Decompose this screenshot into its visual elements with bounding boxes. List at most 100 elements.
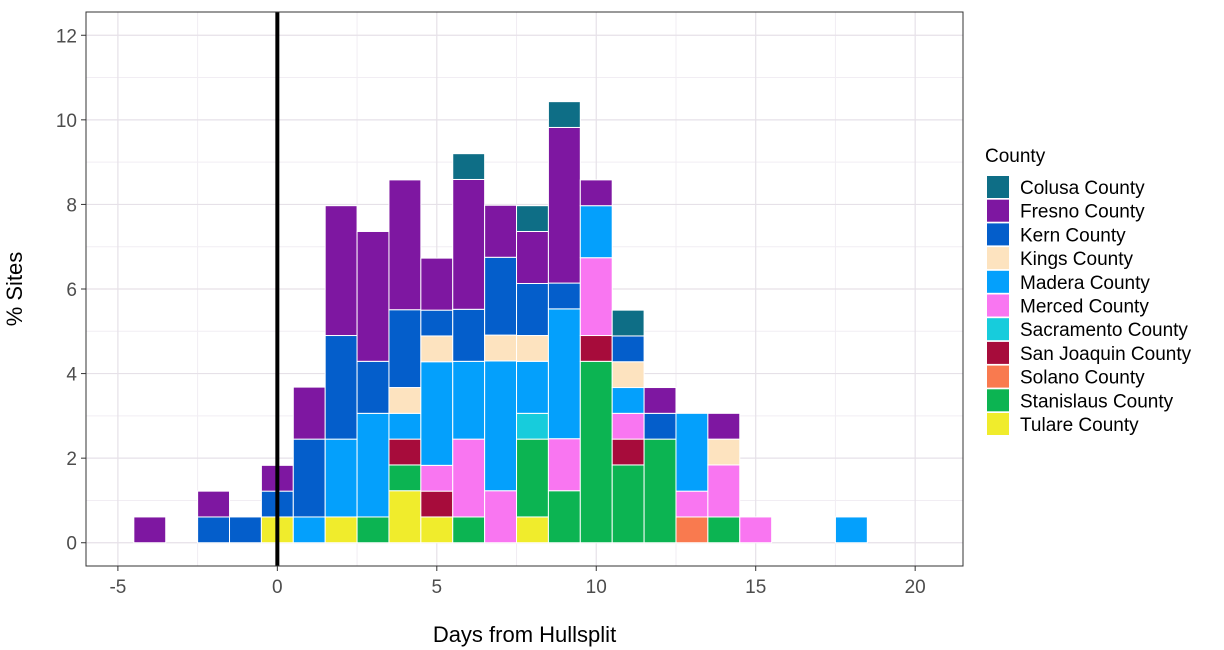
bar-segment — [611, 412, 645, 440]
y-tick-label: 4 — [66, 365, 77, 386]
bar-segment — [547, 126, 581, 284]
y-tick-label: 2 — [66, 449, 77, 470]
bar-segment — [579, 257, 613, 337]
bar-segment — [452, 153, 486, 180]
bar-segment — [356, 412, 390, 518]
bar-segment — [292, 386, 326, 440]
bar-segment — [516, 360, 549, 414]
bar-segment — [516, 412, 549, 440]
bar-segment — [484, 256, 518, 336]
bar-segment — [579, 205, 613, 259]
bar-segment — [547, 490, 581, 544]
bar-segment — [484, 334, 518, 362]
bar-segment — [547, 282, 581, 310]
bar-segment — [324, 438, 358, 518]
bar-segment — [707, 464, 741, 518]
legend-label: Tulare County — [1020, 415, 1139, 436]
bar-segment — [388, 179, 422, 311]
bar-segment — [707, 516, 741, 544]
legend-label: Merced County — [1020, 297, 1149, 318]
x-axis-ticks: -5 0 5 10 15 20 — [109, 566, 926, 598]
bar-segment — [516, 516, 549, 544]
x-tick-label: 5 — [432, 577, 443, 598]
bar-segment — [579, 179, 613, 207]
y-tick-label: 10 — [56, 111, 77, 132]
x-tick-label: 0 — [272, 577, 283, 598]
bar-segment — [611, 309, 645, 337]
legend-label: Sacramento County — [1020, 320, 1188, 341]
bar-segment — [643, 387, 677, 414]
bar-segment — [388, 309, 422, 389]
bar-segment — [516, 438, 549, 518]
x-tick-label: 10 — [586, 577, 607, 598]
bar-segment — [420, 516, 454, 544]
bar-segment — [643, 438, 677, 544]
legend-label: San Joaquin County — [1020, 344, 1192, 365]
bar-segment — [611, 464, 645, 544]
bar-segment — [388, 438, 422, 466]
y-tick-label: 8 — [66, 195, 77, 216]
bar-segment — [707, 412, 741, 440]
bar-segment — [292, 516, 326, 544]
bar-segment — [739, 516, 773, 544]
bar-segment — [547, 438, 581, 492]
x-axis-title: Days from Hullsplit — [433, 622, 616, 647]
bar-segment — [516, 205, 549, 232]
bar-segment — [356, 230, 390, 362]
bar-segment — [420, 257, 454, 311]
bar-segment — [420, 361, 454, 466]
bar-segment — [516, 283, 549, 337]
x-tick-label: 20 — [905, 577, 926, 598]
legend-label: Colusa County — [1020, 178, 1145, 199]
bar-segment — [197, 516, 231, 544]
bar-segment — [516, 230, 549, 285]
bar-segment — [643, 412, 677, 440]
legend-swatch — [987, 294, 1009, 317]
bar-segment — [611, 361, 645, 389]
bar-segment — [547, 101, 581, 128]
legend-label: Madera County — [1020, 273, 1150, 294]
bar-segment — [675, 412, 709, 492]
legend-swatch — [987, 389, 1009, 412]
legend-label: Solano County — [1020, 368, 1145, 389]
bar-segment — [197, 490, 231, 518]
legend-label: Fresno County — [1020, 202, 1145, 223]
bar-segment — [579, 335, 613, 362]
legend-swatch — [987, 223, 1009, 246]
bar-segment — [388, 387, 422, 414]
legend-swatch — [987, 365, 1009, 388]
bar-segment — [420, 490, 454, 518]
bar-segment — [229, 516, 262, 544]
bar-segment — [452, 178, 486, 310]
bar-segments — [133, 101, 868, 544]
legend-label: Kern County — [1020, 225, 1126, 246]
y-tick-label: 6 — [66, 280, 77, 301]
bar-segment — [324, 205, 358, 337]
x-tick-label: -5 — [109, 577, 126, 598]
legend-swatch — [987, 176, 1009, 198]
bar-segment — [579, 360, 613, 544]
bar-segment — [611, 335, 645, 363]
y-tick-label: 0 — [66, 534, 77, 555]
bar-segment — [292, 438, 326, 518]
bar-segment — [707, 438, 741, 466]
y-axis-title: % Sites — [2, 252, 27, 327]
bar-segment — [484, 490, 518, 544]
bar-segment — [611, 387, 645, 414]
legend-swatch — [987, 318, 1009, 341]
bar-segment — [452, 516, 486, 544]
bar-segment — [324, 516, 358, 544]
legend-swatch — [987, 341, 1009, 364]
bar-segment — [388, 490, 422, 544]
bar-segment — [388, 464, 422, 492]
bar-segment — [611, 438, 645, 466]
bar-segment — [484, 360, 518, 492]
bar-segment — [675, 516, 709, 544]
legend-swatch — [987, 199, 1009, 222]
bar-segment — [516, 335, 549, 362]
bar-segment — [133, 516, 167, 544]
bar-segment — [452, 438, 486, 518]
y-axis-ticks: 0 2 4 6 8 10 12 — [56, 26, 86, 555]
